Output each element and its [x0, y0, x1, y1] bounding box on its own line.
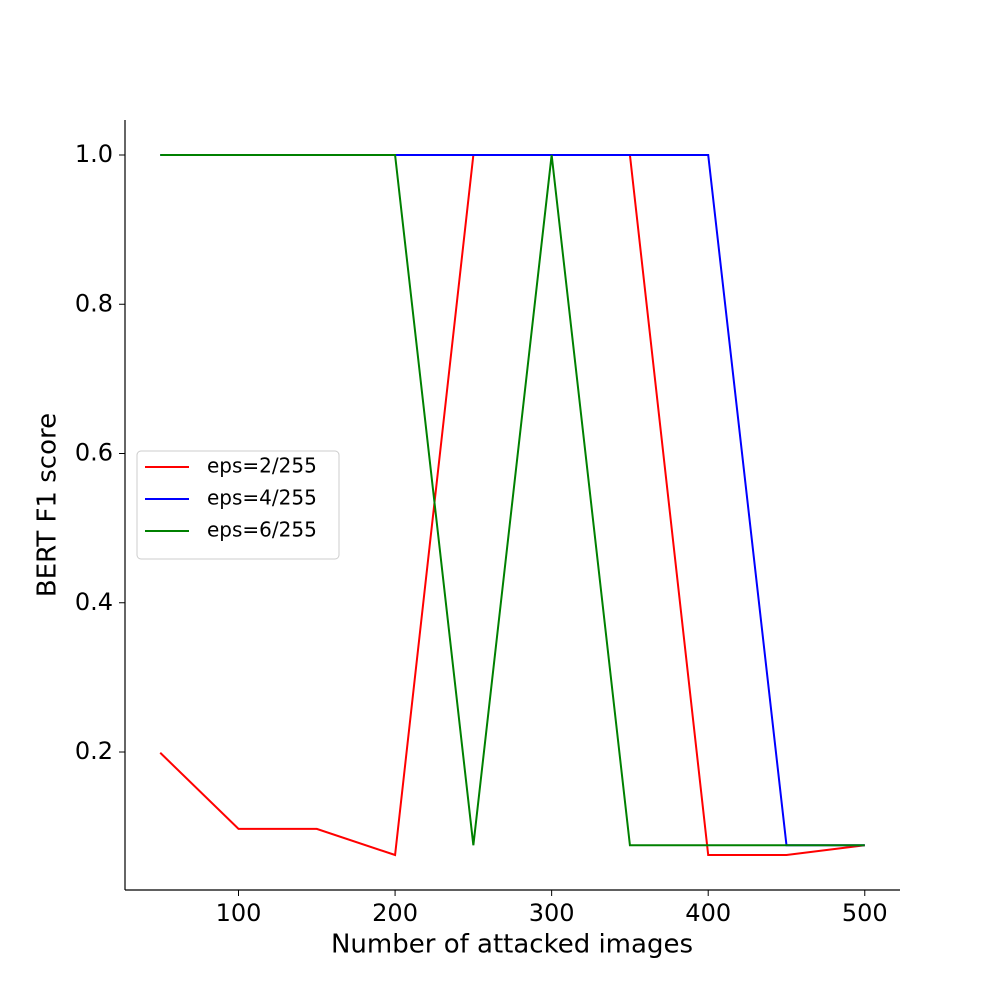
y-tick-label: 0.6 — [75, 439, 113, 467]
x-tick-label: 200 — [372, 899, 418, 927]
y-tick-label: 1.0 — [75, 140, 113, 168]
legend-label: eps=4/255 — [207, 486, 317, 510]
series-line — [160, 154, 865, 847]
legend-label: eps=6/255 — [207, 518, 317, 542]
y-axis-label: BERT F1 score — [33, 413, 63, 597]
x-tick-label: 300 — [529, 899, 575, 927]
x-tick-label: 400 — [685, 899, 731, 927]
y-tick-label: 0.2 — [75, 737, 113, 765]
legend-label: eps=2/255 — [207, 454, 317, 478]
y-tick-label: 0.8 — [75, 289, 113, 317]
x-tick-label: 100 — [216, 899, 262, 927]
x-axis-label: Number of attacked images — [331, 930, 693, 960]
x-tick-label: 500 — [842, 899, 888, 927]
y-tick-label: 0.4 — [75, 588, 113, 616]
